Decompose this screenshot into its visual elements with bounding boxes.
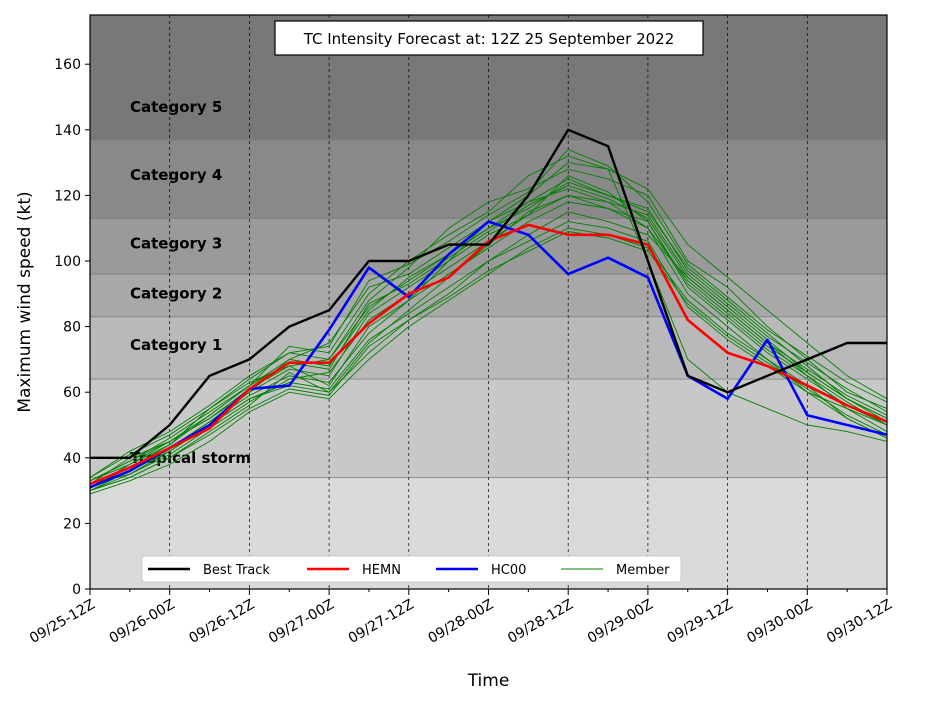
band-label: Category 1 xyxy=(130,336,222,354)
legend-box xyxy=(141,555,682,583)
best-track-line xyxy=(90,128,887,459)
band-label: Category 4 xyxy=(130,166,222,184)
hemn-line xyxy=(89,223,888,486)
x-axis: 09/25-12Z 09/26-00Z 09/26-12Z 09/27-00Z 09/2… xyxy=(27,589,895,647)
x-axis-label: Time xyxy=(467,671,510,691)
y-tick-label: 160 xyxy=(54,57,81,73)
x-tick-label: 09/28-00Z xyxy=(425,597,496,647)
member-line-15 xyxy=(89,231,888,492)
y-axis-label: Maximum wind speed (kt) xyxy=(15,191,35,412)
member-line-13 xyxy=(89,148,888,478)
x-tick-label: 09/29-00Z xyxy=(585,597,656,647)
y-tick-label: 20 xyxy=(63,516,81,532)
x-tick-label: 09/25-12Z xyxy=(27,597,98,647)
legend-label: HEMN xyxy=(362,563,401,578)
band-label: Category 3 xyxy=(130,234,222,252)
member-line-11 xyxy=(89,181,888,488)
x-tick-label: 09/27-12Z xyxy=(346,597,417,647)
chart-title: TC Intensity Forecast at: 12Z 25 Septemb… xyxy=(303,30,675,48)
legend-label: HC00 xyxy=(491,563,526,578)
x-tick-label: 09/28-12Z xyxy=(505,597,576,647)
y-tick-label: 100 xyxy=(54,254,81,270)
y-tick-label: 80 xyxy=(63,320,81,336)
y-tick-label: 140 xyxy=(54,123,81,139)
legend-label: Member xyxy=(616,563,670,578)
band-label: Category 2 xyxy=(130,284,222,302)
y-tick-label: 0 xyxy=(72,582,81,598)
y-tick-label: 120 xyxy=(54,188,81,204)
x-tick-label: 09/30-00Z xyxy=(744,597,815,647)
chart-title-box: TC Intensity Forecast at: 12Z 25 Septemb… xyxy=(274,20,704,56)
member-line-16 xyxy=(89,185,888,482)
x-tick-label: 09/26-00Z xyxy=(107,597,178,647)
member-line-6 xyxy=(89,227,888,495)
x-tick-label: 09/26-12Z xyxy=(186,597,257,647)
y-tick-label: 40 xyxy=(63,451,81,467)
legend: Best Track HEMN HC00 Member xyxy=(141,555,682,583)
hc00-line xyxy=(89,220,888,489)
member-line-5 xyxy=(89,168,888,478)
y-axis: 0 20 40 60 80 100 120 140 160 xyxy=(54,57,90,598)
title-background xyxy=(274,20,704,56)
x-tick-label: 09/30-12Z xyxy=(824,597,895,647)
y-tick-label: 60 xyxy=(63,385,81,401)
x-tick-label: 09/27-00Z xyxy=(266,597,337,647)
band-label: Category 5 xyxy=(130,98,222,116)
legend-label: Best Track xyxy=(203,563,270,578)
x-tick-label: 09/29-12Z xyxy=(665,597,736,647)
series-lines xyxy=(89,128,888,495)
